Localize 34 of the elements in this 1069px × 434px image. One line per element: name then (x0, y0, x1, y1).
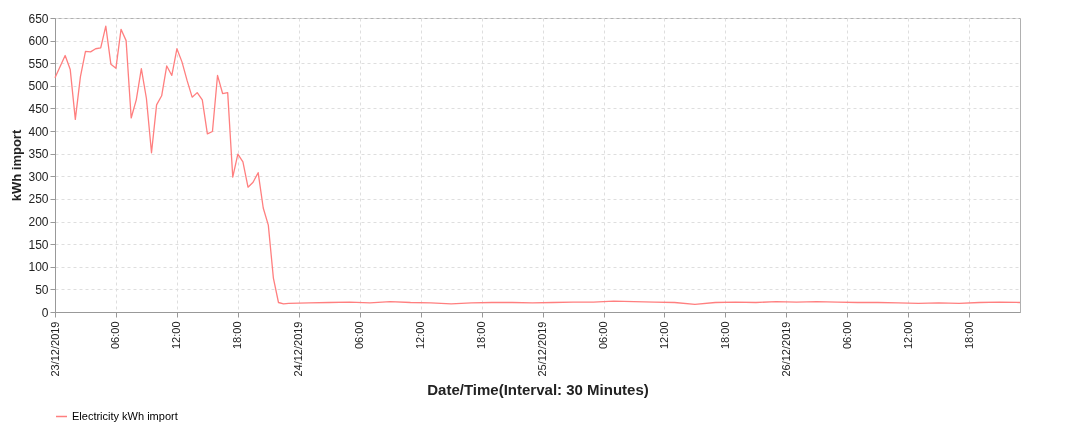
x-tick-label: 06:00 (597, 321, 610, 350)
x-tick-label: 25/12/2019 (536, 321, 549, 377)
y-tick-label: 50 (35, 282, 49, 297)
y-tick-label: 250 (28, 192, 49, 207)
y-tick-label: 200 (28, 215, 49, 230)
x-axis-title: Date/Time(Interval: 30 Minutes) (427, 380, 649, 398)
y-tick-label: 300 (28, 169, 49, 184)
y-tick-label: 0 (41, 305, 49, 320)
y-tick-label: 450 (28, 101, 49, 116)
y-tick-label: 100 (28, 260, 49, 275)
y-axis-title: kWh import (9, 129, 25, 202)
x-tick-label: 12:00 (170, 321, 183, 350)
y-tick-label: 650 (28, 11, 49, 26)
x-tick-label: 12:00 (414, 321, 427, 350)
x-tick-label: 23/12/2019 (48, 321, 61, 377)
x-tick-label: 24/12/2019 (292, 321, 305, 377)
y-tick-label: 550 (28, 56, 49, 71)
x-tick-label: 26/12/2019 (779, 321, 792, 377)
y-tick-label: 400 (28, 124, 49, 139)
y-tick-label: 150 (28, 237, 49, 252)
line-series (54, 25, 1021, 305)
x-tick-label: 18:00 (718, 321, 731, 350)
x-tick-label: 12:00 (901, 321, 914, 350)
x-tick-label: 18:00 (962, 321, 975, 350)
x-tick-label: 06:00 (840, 321, 853, 350)
x-tick-label: 18:00 (475, 321, 488, 350)
y-tick-label: 350 (28, 147, 49, 162)
x-tick-label: 12:00 (657, 321, 670, 350)
x-tick-label: 06:00 (109, 321, 122, 350)
x-tick-label: 06:00 (353, 321, 366, 350)
y-tick-label: 500 (28, 79, 49, 94)
y-tick-label: 600 (28, 34, 49, 49)
legend-label: Electricity kWh import (72, 409, 178, 422)
x-tick-label: 18:00 (231, 321, 244, 350)
